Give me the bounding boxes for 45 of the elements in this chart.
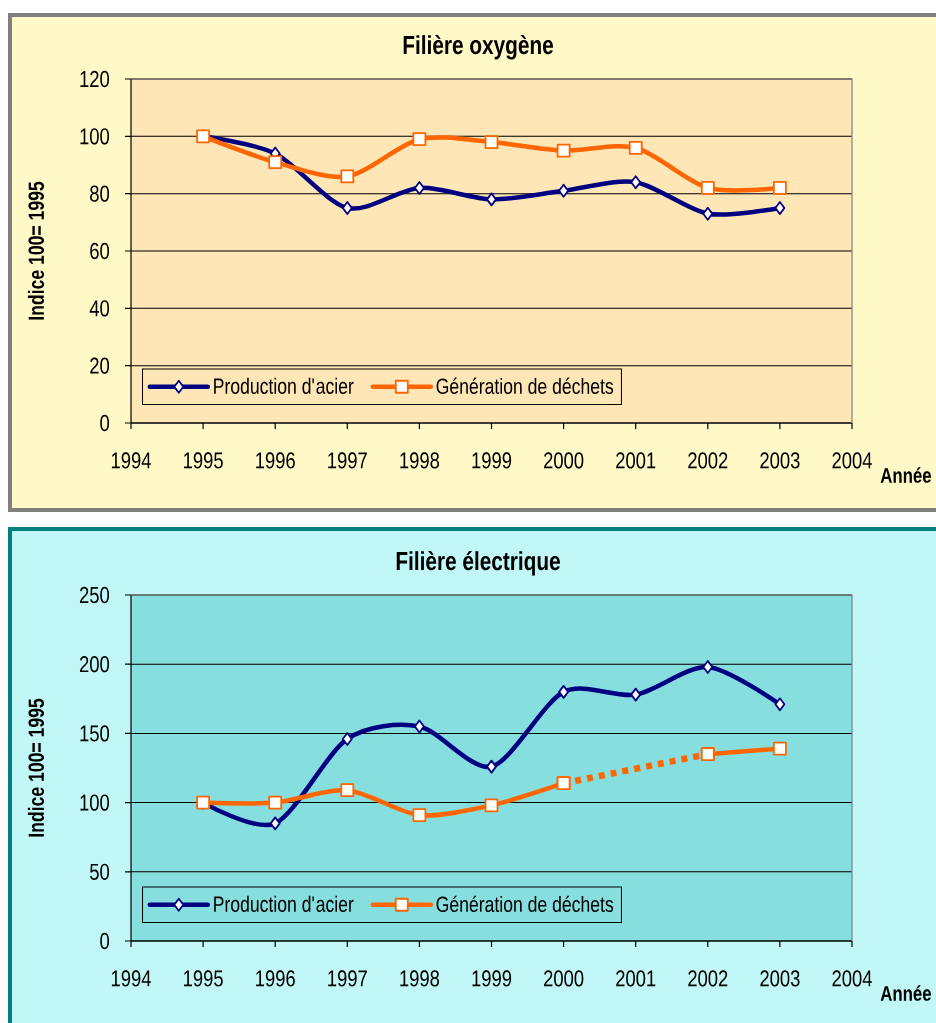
y-axis-title: Indice 100= 1995 — [27, 698, 45, 837]
x-tick-label: 1998 — [400, 970, 440, 987]
x-tick-label: 2003 — [760, 452, 800, 469]
legend-label: Génération de déchets — [436, 377, 614, 395]
y-tick-label: 40 — [89, 300, 110, 317]
y-tick-label: 250 — [79, 586, 110, 604]
x-tick-label: 2001 — [616, 970, 656, 987]
x-tick-label: 1999 — [472, 452, 512, 469]
x-tick-label: 1997 — [328, 970, 367, 987]
y-tick-label: 100 — [80, 794, 110, 811]
x-tick-label: 1998 — [400, 452, 440, 469]
x-tick-label: 2002 — [688, 970, 728, 987]
y-tick-label: 50 — [90, 863, 110, 880]
chart-title: Filière électrique — [396, 550, 560, 576]
x-tick-label: 2000 — [544, 452, 584, 469]
x-tick-label: 2003 — [760, 970, 800, 987]
y-tick-label: 200 — [79, 656, 110, 673]
y-axis-title: Indice 100= 1995 — [27, 181, 45, 320]
y-tick-label: 100 — [80, 128, 110, 145]
y-tick-label: 0 — [100, 932, 110, 950]
y-tick-label: 20 — [90, 357, 110, 374]
x-tick-label: 1999 — [472, 970, 512, 987]
x-tick-label: 1997 — [328, 452, 367, 469]
x-tick-label: 1994 — [111, 452, 151, 469]
y-tick-label: 80 — [90, 185, 110, 202]
x-tick-label: 1996 — [256, 970, 295, 987]
y-tick-label: 0 — [100, 414, 110, 432]
y-tick-label: 60 — [90, 242, 110, 260]
x-axis-title: Année — [880, 467, 932, 483]
y-tick-label: 150 — [80, 725, 110, 742]
x-tick-label: 1995 — [184, 452, 223, 469]
legend-label: Génération de déchets — [436, 895, 614, 913]
x-tick-label: 2000 — [544, 970, 584, 987]
chart-title: Filière oxygène — [403, 34, 553, 60]
x-tick-label: 1994 — [111, 970, 151, 987]
x-tick-label: 2002 — [688, 452, 728, 469]
x-tick-label: 1996 — [256, 452, 295, 469]
legend-label: Production d'acier — [214, 377, 354, 394]
x-axis-title: Année — [880, 985, 932, 1001]
legend-label: Production d'acier — [214, 895, 354, 912]
y-tick-label: 120 — [80, 70, 110, 88]
x-tick-label: 2004 — [832, 452, 872, 469]
x-tick-label: 1995 — [184, 970, 223, 987]
x-tick-label: 2001 — [616, 452, 656, 469]
x-tick-label: 2004 — [832, 970, 872, 987]
